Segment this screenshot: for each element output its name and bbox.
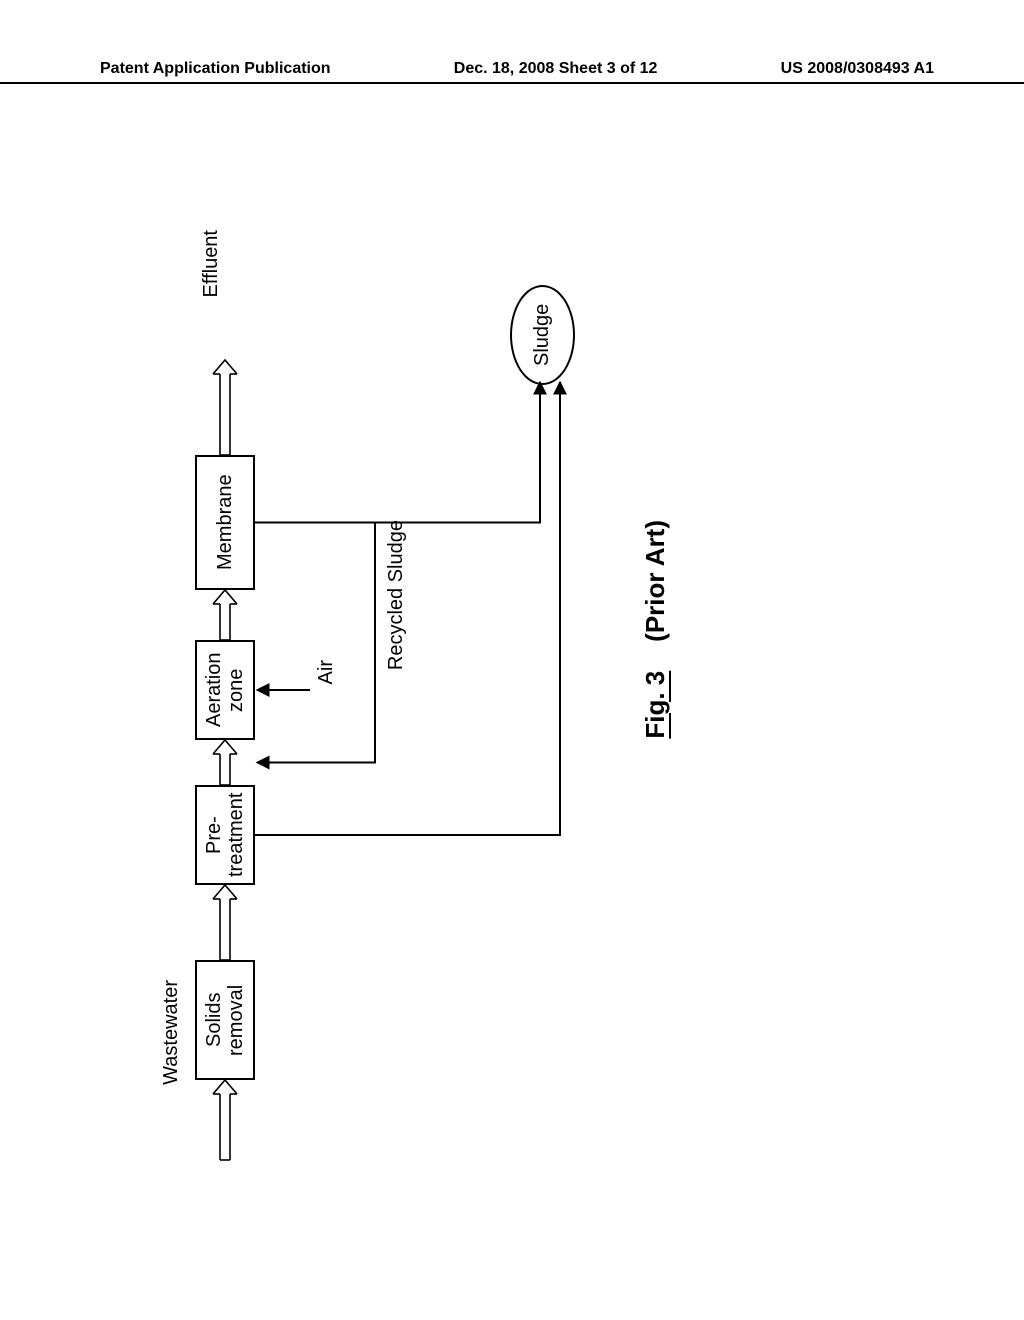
solids-removal-box: Solids removal <box>195 960 255 1080</box>
effluent-label: Effluent <box>200 230 223 297</box>
sludge-text: Sludge <box>531 304 554 366</box>
header-center: Dec. 18, 2008 Sheet 3 of 12 <box>454 60 658 78</box>
wastewater-label: Wastewater <box>160 980 183 1085</box>
prior-art: (Prior Art) <box>640 520 670 642</box>
pretreat-text: Pre- treatment <box>203 787 247 883</box>
air-label: Air <box>315 660 338 684</box>
figure-caption: Fig. 3 (Prior Art) <box>640 520 671 739</box>
sludge-ellipse: Sludge <box>510 285 575 385</box>
header-left: Patent Application Publication <box>100 60 331 78</box>
diagram: Wastewater Effluent Air Recycled Sludge … <box>100 180 900 1080</box>
recycled-label: Recycled Sludge <box>385 520 408 670</box>
aeration-text: Aeration zone <box>203 642 247 738</box>
aeration-box: Aeration zone <box>195 640 255 740</box>
solids-text: Solids removal <box>203 962 247 1078</box>
header-right: US 2008/0308493 A1 <box>781 60 934 78</box>
page-header: Patent Application Publication Dec. 18, … <box>0 60 1024 84</box>
connectors <box>100 180 900 1080</box>
membrane-box: Membrane <box>195 455 255 590</box>
pretreatment-box: Pre- treatment <box>195 785 255 885</box>
fig-number: Fig. 3 <box>640 671 670 739</box>
membrane-text: Membrane <box>214 475 236 571</box>
